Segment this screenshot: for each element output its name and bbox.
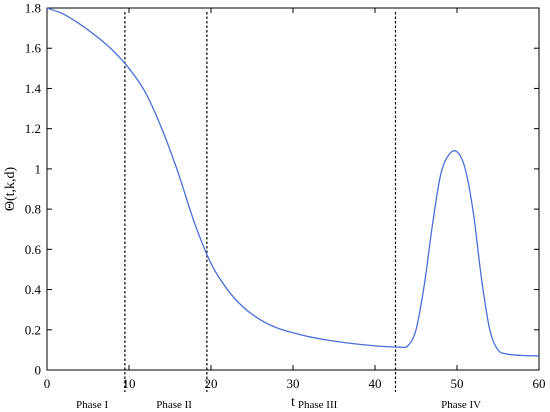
axis-ticks <box>46 7 540 371</box>
phase-label: Phase IV <box>441 399 481 411</box>
y-tick-label: 0.8 <box>25 202 41 217</box>
x-tick-label: 30 <box>287 376 300 391</box>
y-tick-label: 1 <box>35 161 42 176</box>
x-tick-label: 0 <box>44 376 51 391</box>
x-axis-label: t <box>291 395 295 410</box>
phase-label: Phase II <box>156 399 192 411</box>
series-line <box>46 7 540 357</box>
x-tick-label: 40 <box>369 376 382 391</box>
phase-label: Phase I <box>76 399 108 411</box>
y-tick-label: 0.2 <box>25 322 41 337</box>
y-tick-label: 0.4 <box>25 282 42 297</box>
phase-divider-lines <box>124 12 397 392</box>
y-tick-label: 1.6 <box>25 41 42 56</box>
x-tick-label: 50 <box>451 376 464 391</box>
x-tick-label: 20 <box>205 376 218 391</box>
y-axis-label: Θ(t,k,d) <box>3 167 18 212</box>
y-tick-label: 1.2 <box>25 121 41 136</box>
plot-frame <box>46 7 540 371</box>
y-tick-label: 0.6 <box>25 242 42 257</box>
phase-labels: Phase I Phase II Phase III Phase IV <box>76 399 481 411</box>
phase-label: Phase III <box>298 399 338 411</box>
y-tick-label: 0 <box>35 363 42 378</box>
axis-tick-labels: 0 10 20 30 40 50 60 0 0.2 0.4 0.6 0.8 1 1.2 1.4 1.6 1.8 <box>25 1 546 392</box>
y-tick-label: 1.8 <box>25 1 41 16</box>
y-tick-label: 1.4 <box>25 81 42 96</box>
x-tick-label: 60 <box>533 376 546 391</box>
x-tick-label: 10 <box>123 376 136 391</box>
